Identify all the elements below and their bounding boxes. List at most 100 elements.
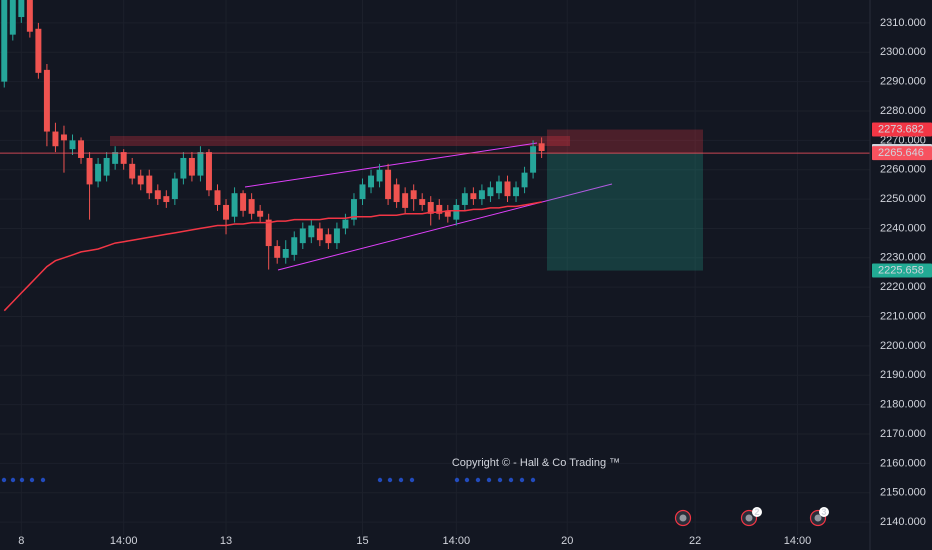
candle-body bbox=[154, 190, 161, 200]
candle-body bbox=[521, 172, 528, 188]
price-marker-label: 2225.658 bbox=[878, 264, 924, 276]
candle-body bbox=[18, 0, 25, 18]
event-icons bbox=[674, 507, 829, 527]
y-tick-label: 2260.000 bbox=[880, 164, 926, 176]
y-tick-label: 2220.000 bbox=[880, 281, 926, 293]
candle-body bbox=[9, 0, 16, 35]
y-tick-label: 2140.000 bbox=[880, 516, 926, 528]
moving-average bbox=[3, 201, 542, 312]
candle-body bbox=[188, 157, 195, 176]
wedge-upper bbox=[244, 142, 538, 188]
candle-body bbox=[325, 234, 332, 244]
candle-body bbox=[248, 199, 255, 214]
candle-body bbox=[265, 219, 272, 247]
candle-body bbox=[35, 28, 42, 73]
candle-body bbox=[223, 204, 230, 220]
candle-body bbox=[436, 204, 443, 214]
x-tick-label: 20 bbox=[561, 535, 573, 547]
x-tick-label: 8 bbox=[18, 535, 24, 547]
candle-body bbox=[316, 228, 323, 241]
candle-body bbox=[308, 225, 315, 238]
candle-body bbox=[410, 190, 417, 200]
y-tick-label: 2190.000 bbox=[880, 369, 926, 381]
candle-body bbox=[95, 163, 102, 182]
candle-body bbox=[43, 69, 50, 132]
price-marker-label: 2265.646 bbox=[878, 147, 924, 159]
price-marker bbox=[872, 263, 932, 278]
candle-body bbox=[146, 175, 153, 194]
price-marker-label: 2273.682 bbox=[878, 123, 924, 135]
candle-body bbox=[385, 169, 392, 200]
y-tick-label: 2310.000 bbox=[880, 17, 926, 29]
price-marker bbox=[872, 146, 932, 161]
candle-body bbox=[538, 143, 545, 152]
candle-body bbox=[282, 249, 289, 258]
y-tick-label: 2150.000 bbox=[880, 487, 926, 499]
candle-body bbox=[342, 219, 349, 229]
indicator-dots bbox=[1, 477, 536, 483]
target-zone bbox=[547, 153, 703, 271]
y-tick-label: 2230.000 bbox=[880, 252, 926, 264]
candle-body bbox=[470, 193, 477, 200]
position-box bbox=[547, 129, 703, 271]
candle-body bbox=[461, 193, 468, 205]
watermark: Copyright © - Hall & Co Trading ™ bbox=[452, 457, 620, 469]
candle-body bbox=[333, 228, 340, 244]
x-tick-label: 13 bbox=[220, 535, 232, 547]
y-tick-label: 2240.000 bbox=[880, 222, 926, 234]
candle-body bbox=[103, 157, 110, 176]
candle-body bbox=[129, 163, 136, 179]
candle-body bbox=[112, 152, 119, 164]
y-tick-label: 2200.000 bbox=[880, 340, 926, 352]
candles bbox=[0, 0, 870, 312]
candle-body bbox=[427, 202, 434, 214]
candle-body bbox=[274, 246, 281, 258]
candle-body bbox=[171, 178, 178, 200]
candle-body bbox=[86, 157, 93, 185]
y-tick-label: 2160.000 bbox=[880, 457, 926, 469]
y-tick-label: 2250.000 bbox=[880, 193, 926, 205]
candle-body bbox=[120, 152, 127, 164]
candle-body bbox=[257, 210, 264, 217]
candle-body bbox=[350, 199, 357, 220]
candle-body bbox=[291, 237, 298, 255]
candle-body bbox=[197, 152, 204, 176]
y-tick-label: 2210.000 bbox=[880, 310, 926, 322]
y-tick-label: 2270.000 bbox=[880, 134, 926, 146]
axes: 2140.000 2150.000 2160.000 2170.000 2180.000… bbox=[18, 17, 932, 547]
candle-body bbox=[137, 175, 144, 185]
candle-body bbox=[180, 157, 187, 179]
y-tick-label: 2300.000 bbox=[880, 46, 926, 58]
candle-body bbox=[478, 190, 485, 200]
x-tick-label: 14:00 bbox=[110, 535, 138, 547]
y-tick-label: 2170.000 bbox=[880, 428, 926, 440]
candle-body bbox=[376, 169, 383, 182]
y-tick-label: 2180.000 bbox=[880, 399, 926, 411]
candle-body bbox=[299, 228, 306, 244]
price-marker bbox=[872, 122, 932, 137]
stop-zone bbox=[547, 129, 703, 154]
candle-body bbox=[402, 193, 409, 208]
resistance-zone bbox=[110, 136, 570, 146]
candle-body bbox=[78, 140, 85, 158]
grid bbox=[0, 0, 870, 535]
candle-body bbox=[393, 184, 400, 203]
x-tick-label: 14:00 bbox=[443, 535, 471, 547]
x-tick-label: 22 bbox=[689, 535, 701, 547]
y-tick-label: 2280.000 bbox=[880, 105, 926, 117]
x-tick-label: 15 bbox=[356, 535, 368, 547]
candle-body bbox=[530, 146, 537, 173]
candle-body bbox=[214, 190, 221, 205]
y-tick-label: 2290.000 bbox=[880, 76, 926, 88]
candle-body bbox=[444, 210, 451, 217]
candle-body bbox=[60, 134, 67, 141]
candle-body bbox=[26, 0, 33, 32]
candle-body bbox=[231, 193, 238, 217]
candle-body bbox=[205, 152, 212, 191]
candle-body bbox=[453, 204, 460, 220]
candle-body bbox=[487, 187, 494, 197]
candle-body bbox=[1, 0, 8, 82]
